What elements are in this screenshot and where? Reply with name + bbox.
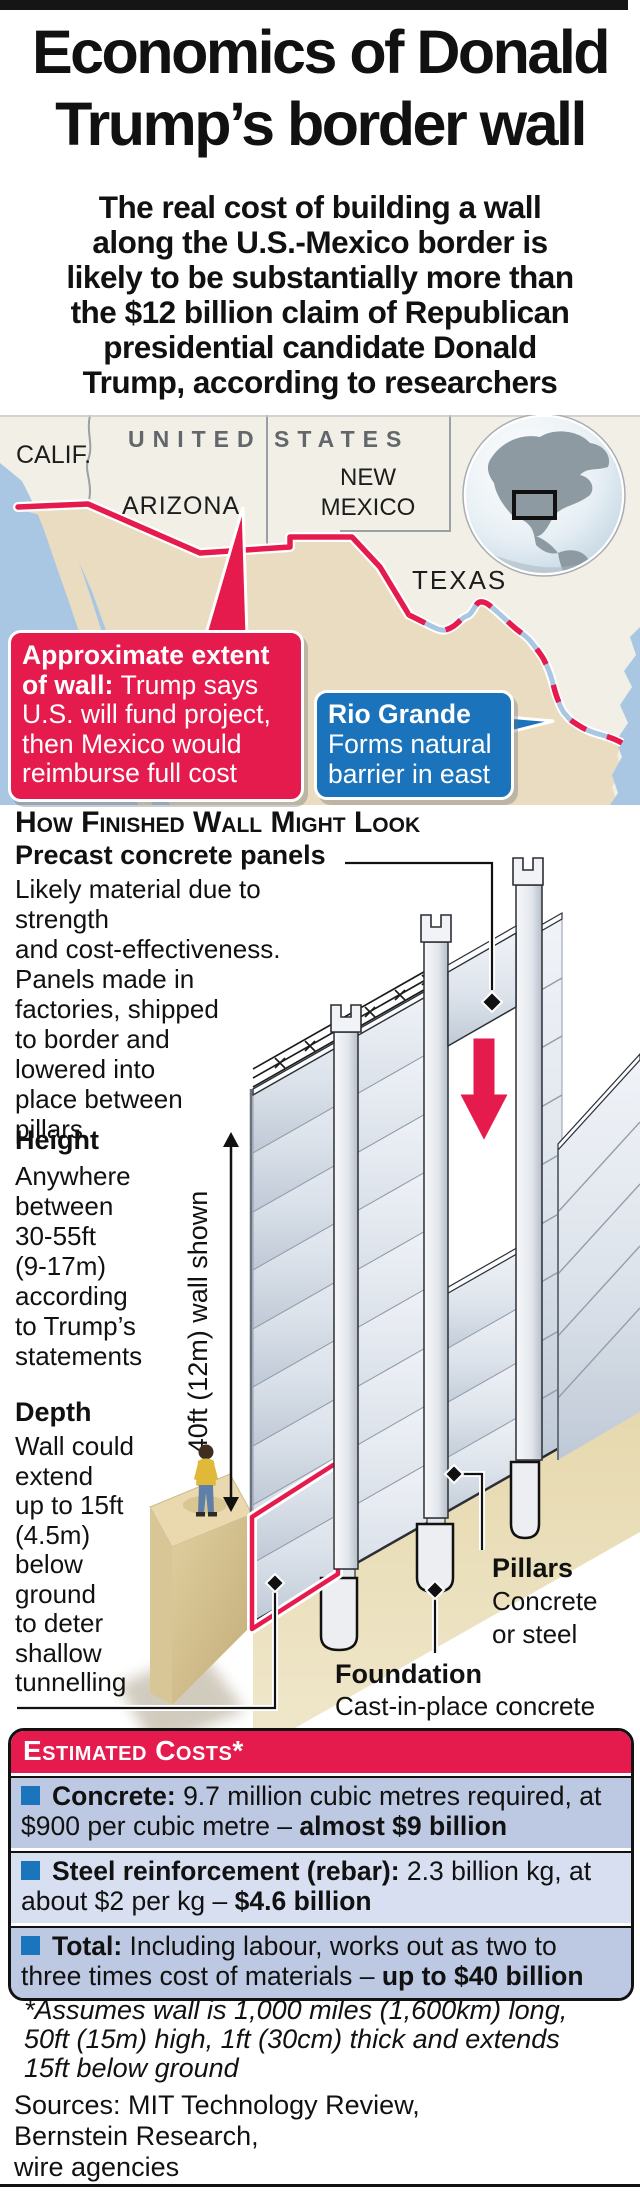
height-measure: 40ft (12m) wall shown (183, 1132, 239, 1512)
pillars-label: Pillars Concrete or steel (492, 1552, 632, 1651)
bullet-icon (21, 1786, 40, 1805)
lowering-arrow (455, 1035, 513, 1147)
section-title: How Finished Wall Might Look (15, 806, 421, 839)
label-texas: TEXAS (412, 565, 508, 595)
precast-body: Likely material due to strength and cost… (15, 874, 281, 1144)
cost-mid: 9.7 million cubic metres required, at $9… (21, 1781, 602, 1841)
precast-title: Precast concrete panels (15, 840, 326, 870)
cost-row-steel: Steel reinforcement (rebar): 2.3 billion… (11, 1848, 631, 1923)
precast-connector (345, 860, 504, 1014)
estimated-costs-panel: Estimated Costs* Concrete: 9.7 million c… (8, 1728, 634, 2001)
pillars-title: Pillars (492, 1553, 574, 1583)
bullet-icon (21, 1861, 40, 1880)
map-calif-arizona-line (86, 415, 92, 506)
label-united: UNITED (128, 426, 262, 452)
label-new-mexico: NEW MEXICO (320, 464, 416, 521)
wall-extent-callout: Approximate extent of wall: Trump says U… (8, 630, 304, 802)
assumptions-footnote: *Assumes wall is 1,000 miles (1,600km) l… (24, 1995, 568, 2083)
costs-header: Estimated Costs* (11, 1731, 631, 1773)
map-gulf-water (610, 627, 640, 805)
label-states: STATES (274, 426, 410, 452)
hanging-panel (447, 924, 517, 1048)
depth-connector (17, 1572, 286, 1711)
person-figure (194, 1444, 218, 1517)
wall-corner-section (558, 1060, 640, 1460)
wall-dashed-line (407, 599, 624, 746)
cost-mid: 2.3 billion kg, at about $2 per kg – (21, 1856, 592, 1916)
rio-callout-text: Forms natural barrier in east (328, 729, 492, 789)
foundation-connector (424, 1579, 446, 1653)
diamond-marker-foundation (424, 1579, 446, 1601)
depth-panel-highlight (247, 1457, 343, 1634)
pillars-connector (443, 1463, 485, 1550)
masthead-bar (0, 0, 628, 10)
pillar-1 (330, 1004, 362, 1570)
cost-tail: up to $40 billion (381, 1961, 584, 1991)
map-newmexico-texas-line (340, 415, 451, 532)
rio-callout-lead: Rio Grande (328, 699, 471, 729)
bottom-rule (0, 2184, 640, 2187)
height-title: Height (15, 1125, 99, 1155)
depth-body: Wall could extend up to 15ft (4.5m) belo… (15, 1431, 134, 1697)
cost-row-concrete: Concrete: 9.7 million cubic metres requi… (11, 1773, 631, 1848)
wall-gap-lower-panels (435, 1239, 530, 1519)
globe-focus-rect (512, 490, 557, 520)
cost-row-total: Total: Including labour, works out as tw… (11, 1923, 631, 1998)
cost-tail: almost $9 billion (299, 1811, 508, 1841)
page-subtitle: The real cost of building a wall along t… (66, 189, 574, 400)
measure-label: 40ft (12m) wall shown (183, 1191, 213, 1454)
cost-lead: Concrete: (52, 1781, 176, 1811)
wall-extent-line (15, 501, 412, 618)
sources-credit: Sources: MIT Technology Review, Bernstei… (14, 2090, 420, 2182)
pillar-2 (420, 914, 452, 1519)
cost-mid: Including labour, works out as two to th… (21, 1931, 557, 1991)
bullet-icon (21, 1936, 40, 1955)
label-arizona: ARIZONA (122, 492, 241, 520)
wall-diagram: 40ft (12m) wall shown (17, 857, 640, 1730)
rio-grande-callout: Rio Grande Forms natural barrier in east (314, 690, 514, 800)
foundation-label: Foundation Cast-in-place concrete (335, 1658, 635, 1722)
cost-tail: $4.6 billion (234, 1886, 372, 1916)
foundation-title: Foundation (335, 1659, 482, 1689)
foundation-body: Cast-in-place concrete (335, 1691, 596, 1721)
wall-corner-top-edge (557, 1053, 640, 1152)
cost-lead: Steel reinforcement (rebar): (52, 1856, 400, 1886)
height-body: Anywhere between 30-55ft (9-17m) accordi… (15, 1161, 143, 1371)
diamond-marker-precast (480, 990, 504, 1014)
diamond-marker-pillars (443, 1463, 465, 1485)
diamond-marker-depth (264, 1572, 286, 1594)
border-map: CALIF. UNITED STATES ARIZONA NEW MEXICO … (0, 415, 640, 805)
pillars-body: Concrete or steel (492, 1586, 598, 1649)
pillar-3 (512, 857, 544, 1461)
wall-callout-text: Trump says U.S. will fund project, then … (22, 669, 271, 788)
depth-title: Depth (15, 1397, 92, 1427)
cost-lead: Total: (52, 1931, 123, 1961)
label-california: CALIF. (16, 441, 92, 469)
wall-callout-lead: Approximate extent of wall: (22, 640, 270, 700)
page-title: Economics of Donald Trump’s border wall (31, 18, 611, 158)
foundations (319, 1459, 541, 1652)
